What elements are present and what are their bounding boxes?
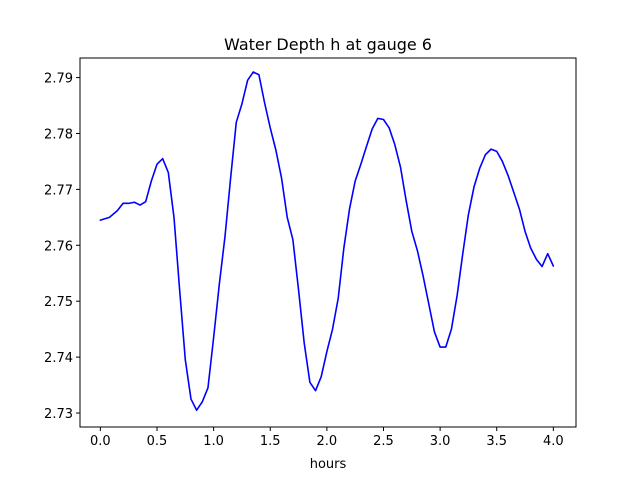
x-tick-label: 0.0	[90, 434, 111, 449]
y-tick-label: 2.76	[44, 239, 73, 254]
x-axis-label: hours	[310, 457, 347, 472]
y-tick-label: 2.78	[44, 127, 73, 142]
x-tick-label: 2.0	[317, 434, 338, 449]
x-tick-label: 1.0	[203, 434, 224, 449]
x-tick-label: 0.5	[147, 434, 168, 449]
y-tick-label: 2.75	[44, 295, 73, 310]
x-tick-label: 1.5	[260, 434, 281, 449]
x-tick-label: 4.0	[543, 434, 564, 449]
y-tick-label: 2.77	[44, 183, 73, 198]
y-tick-label: 2.73	[44, 407, 73, 422]
plot-frame	[79, 57, 577, 428]
x-tick-label: 2.5	[373, 434, 394, 449]
y-tick-label: 2.79	[44, 72, 73, 87]
x-tick-label: 3.5	[486, 434, 507, 449]
chart-title: Water Depth h at gauge 6	[224, 35, 432, 54]
x-tick-label: 3.0	[430, 434, 451, 449]
series-line-0	[99, 71, 555, 412]
y-tick-label: 2.74	[44, 351, 73, 366]
